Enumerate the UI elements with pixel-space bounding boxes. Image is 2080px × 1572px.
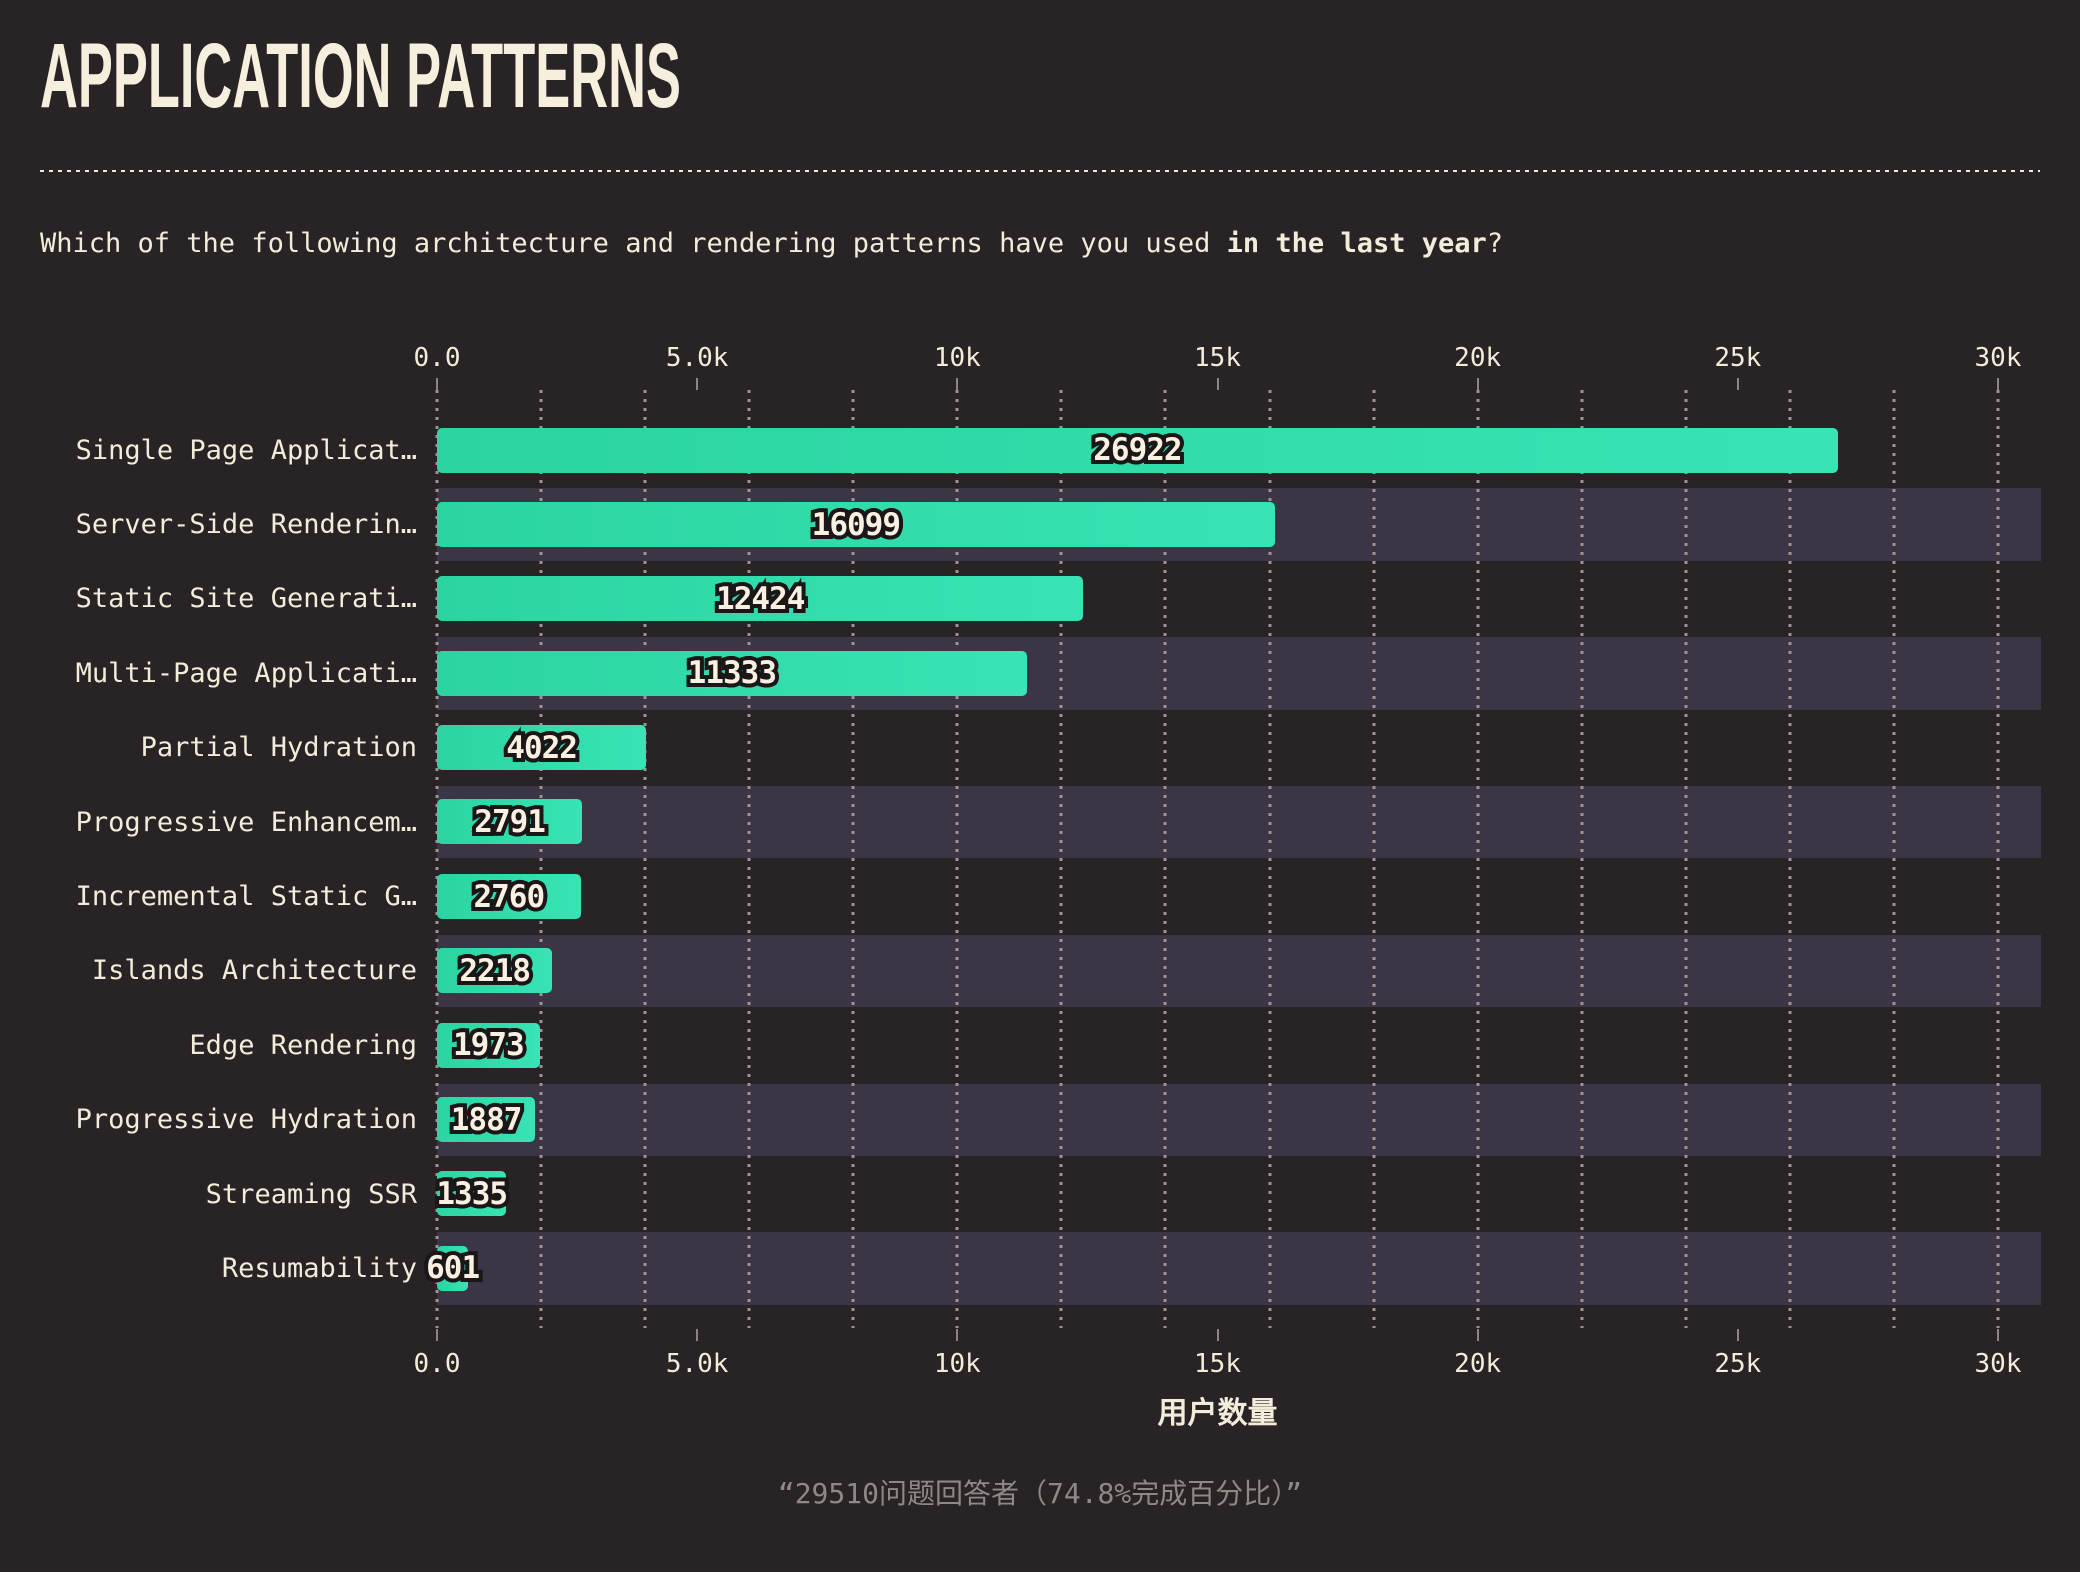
x-axis-tick-label: 15k [1194, 343, 1241, 373]
chart-row: Static Site Generati… 12424 [76, 562, 2041, 636]
x-axis-title: 用户数量 [1157, 1396, 1278, 1431]
bar-value-label: 601 [422, 1246, 484, 1290]
bar[interactable] [437, 1022, 540, 1068]
category-label: Streaming SSR [205, 1178, 417, 1210]
x-axis-tick-mark [1736, 378, 1739, 390]
x-axis-bottom-tick-marks [436, 1329, 1999, 1341]
bar-value-label: 16099 [808, 503, 905, 547]
chart-rows: Single Page Applicat… 26922 Server-Side Re… [76, 413, 2041, 1306]
x-axis-tick-label: 25k [1714, 1349, 1762, 1379]
chart-row: Multi-Page Applicati… 11333 [76, 636, 2041, 710]
category-label: Incremental Static G… [75, 881, 417, 913]
bar[interactable] [437, 948, 553, 994]
chart-row: Partial Hydration 4022 [141, 711, 2041, 785]
row-track [437, 934, 2041, 1008]
x-axis-top-tick-marks [436, 378, 1999, 390]
x-axis-tick-label: 15k [1194, 1349, 1241, 1379]
question-text: Which of the following architecture and … [40, 228, 1503, 259]
row-track [437, 785, 2041, 859]
question-bold-phrase: in the last year [1226, 228, 1487, 259]
category-label: Multi-Page Applicati… [75, 657, 417, 689]
x-axis-tick-label: 10k [933, 343, 981, 373]
bar-value-label: 2218 [455, 949, 535, 993]
x-axis-tick-mark [1476, 378, 1479, 390]
chart-row: Incremental Static G… 2760 [76, 859, 2041, 933]
row-track [437, 1083, 2041, 1156]
chart-row: Server-Side Renderin… 16099 [76, 487, 2041, 561]
question-suffix: ? [1486, 228, 1504, 259]
bar[interactable] [437, 1097, 536, 1143]
chart-row: Resumability 601 [222, 1231, 2041, 1305]
bar-value-label: 11333 [684, 651, 781, 695]
x-axis-tick-label: 30k [1974, 1349, 2022, 1379]
bar[interactable] [437, 799, 583, 845]
category-label: Static Site Generati… [75, 583, 417, 615]
category-label: Edge Rendering [189, 1029, 417, 1061]
bar-value-label: 1887 [447, 1098, 527, 1142]
category-label: Server-Side Renderin… [75, 509, 417, 541]
dashed-divider [40, 170, 2040, 172]
bar-value-label: 1973 [449, 1023, 529, 1067]
bar[interactable] [437, 1245, 469, 1291]
x-axis-tick-label: 30k [1974, 343, 2022, 373]
category-label: Progressive Enhancem… [75, 806, 417, 838]
x-axis-tick-label: 5.0k [665, 343, 729, 373]
bar-value-label: 1335 [432, 1172, 512, 1216]
x-axis-tick-mark [1997, 1329, 1999, 1341]
question-prefix: Which of the following architecture and … [40, 228, 1227, 259]
respondents-caption: “29510问题回答者（74.8%完成百分比）” [777, 1477, 1303, 1510]
bar-value-label: 2791 [470, 800, 550, 844]
bar-value-label: 12424 [712, 577, 809, 621]
bar-value-label: 4022 [502, 726, 582, 770]
x-axis-tick-label: 0.0 [413, 343, 461, 373]
chart-row: Islands Architecture 2218 [92, 934, 2041, 1008]
chart-row: Single Page Applicat… 26922 [76, 413, 2041, 487]
bar[interactable] [437, 873, 581, 919]
x-axis-tick-label: 5.0k [665, 1349, 729, 1379]
row-track [437, 1232, 2041, 1305]
chart-row: Progressive Hydration 1887 [76, 1083, 2041, 1157]
x-axis-tick-mark [436, 378, 438, 390]
bar-value-label: 2760 [469, 875, 549, 919]
chart-row: Progressive Enhancem… 2791 [76, 785, 2041, 859]
category-label: Islands Architecture [91, 955, 417, 987]
category-label: Progressive Hydration [75, 1104, 417, 1136]
bar[interactable] [437, 427, 1838, 473]
x-axis-tick-mark [1216, 1329, 1219, 1341]
x-axis-tick-label: 20k [1454, 1349, 1502, 1379]
x-axis-top-labels: 0.0 5.0k 10k 15k 20k 25k 30k [414, 343, 2022, 373]
x-axis-tick-mark [1997, 378, 1999, 390]
x-axis-tick-label: 25k [1714, 343, 1762, 373]
x-axis-bottom-labels: 0.0 5.0k 10k 15k 20k 25k 30k [414, 1349, 2022, 1379]
x-axis-tick-label: 20k [1454, 343, 1502, 373]
category-label: Single Page Applicat… [75, 434, 417, 466]
x-axis-tick-mark [696, 1329, 699, 1341]
bar[interactable] [437, 576, 1084, 622]
x-axis-tick-mark [956, 378, 959, 390]
x-axis-tick-label: 10k [933, 1349, 981, 1379]
x-axis-tick-label: 0.0 [413, 1349, 461, 1379]
x-axis-tick-mark [956, 1329, 959, 1341]
page-title: APPLICATION PATTERNS [40, 25, 681, 127]
bar-chart-plot-area: Single Page Applicat… 26922 Server-Side Re… [76, 390, 2041, 1328]
category-label: Partial Hydration [140, 732, 417, 764]
bar[interactable] [437, 1171, 507, 1217]
bar-value-label: 26922 [1089, 428, 1186, 472]
x-axis-tick-mark [1736, 1329, 1739, 1341]
chart-row: Streaming SSR 1335 [206, 1157, 2041, 1231]
bar[interactable] [437, 650, 1027, 696]
bar[interactable] [437, 501, 1275, 547]
x-axis-tick-mark [436, 1329, 438, 1341]
x-axis-tick-mark [1216, 378, 1219, 390]
category-label: Resumability [221, 1252, 417, 1284]
x-axis-tick-mark [696, 378, 699, 390]
chart-row: Edge Rendering 1973 [189, 1008, 2041, 1082]
x-axis-tick-mark [1476, 1329, 1479, 1341]
